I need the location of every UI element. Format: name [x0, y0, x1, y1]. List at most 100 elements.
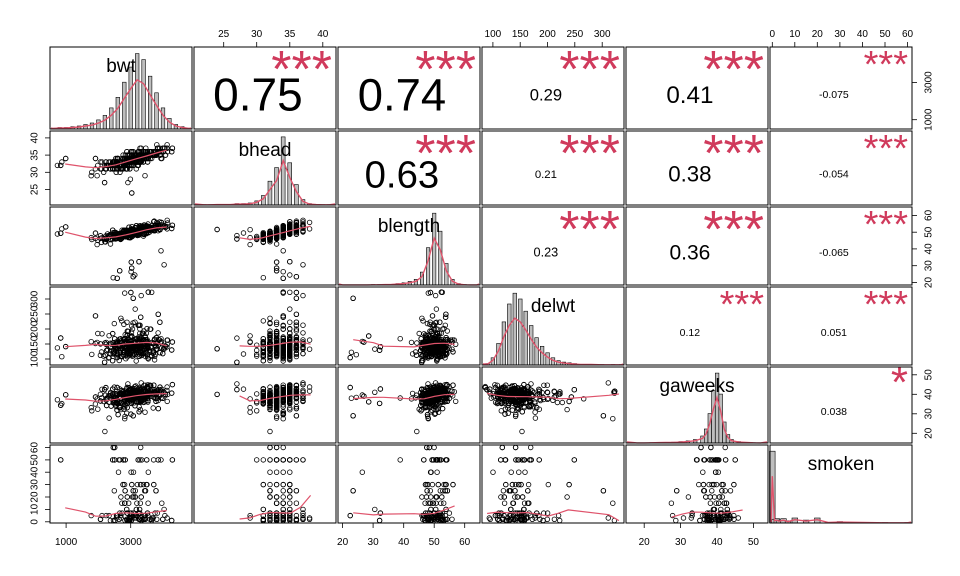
point-822	[169, 222, 176, 228]
panel-border-r1-c2	[337, 130, 481, 206]
panel-r0-c4: 0.41***	[625, 41, 769, 130]
point-882	[158, 219, 165, 226]
point-898	[260, 231, 266, 237]
panel-r0-c3: 0.29***	[481, 41, 625, 130]
point-18	[610, 416, 616, 422]
point-662	[62, 155, 69, 162]
point-90	[150, 405, 156, 411]
panel-r2-c3: 0.23 ***	[481, 201, 625, 286]
point-94	[111, 320, 117, 327]
panel-r2-c0	[49, 206, 193, 286]
point-780	[128, 259, 134, 265]
point-784	[429, 313, 436, 319]
panel-r3-c4: 0.12***	[625, 284, 769, 366]
point-472	[414, 340, 420, 346]
significance-stars-bwt-bhead: ***	[271, 41, 332, 99]
hist-bar-bhead-13	[287, 162, 292, 206]
point-548	[300, 322, 306, 328]
panel-border-r2-c5	[769, 206, 913, 286]
point-872	[124, 227, 130, 233]
point-428	[559, 399, 565, 406]
point-396	[99, 159, 105, 165]
point-454	[306, 219, 313, 226]
point-820	[168, 148, 175, 155]
correlation-value-bwt-bhead: 0.75	[213, 69, 303, 121]
point-54	[97, 352, 104, 358]
point-470	[89, 169, 95, 175]
point-796	[377, 386, 384, 392]
point-774	[293, 295, 300, 301]
panel-r2-c4: 0.36***	[625, 201, 769, 286]
panel-r0-c0: bwt	[49, 46, 193, 130]
point-896	[214, 226, 220, 233]
point-100	[142, 409, 148, 415]
significance-stars-bhead-delwt: ***	[559, 125, 620, 183]
point-590	[300, 228, 306, 235]
significance-stars-bhead-smoken: ***	[864, 128, 909, 170]
point-620	[287, 319, 293, 325]
point-872	[124, 148, 130, 155]
point-100	[247, 409, 253, 415]
point-20	[155, 330, 161, 336]
panel-r2-c1	[193, 206, 337, 286]
significance-stars-gaweeks-smoken: *	[891, 358, 908, 407]
point-880	[115, 411, 121, 418]
point-104	[88, 339, 94, 345]
panel-border-r1-c3	[481, 130, 625, 206]
panel-r0-c5: -0.075***	[769, 44, 913, 130]
point-866	[442, 314, 449, 320]
point-94	[554, 399, 561, 406]
hist-bar-delwt-8	[529, 325, 534, 366]
point-42	[118, 494, 124, 500]
point-472	[267, 428, 273, 435]
point-502	[273, 241, 280, 247]
point-774	[350, 295, 356, 301]
point-18	[121, 290, 128, 296]
point-864	[234, 236, 240, 242]
panel-border-r3-c2	[337, 286, 481, 366]
point-36	[115, 469, 122, 475]
point-34	[353, 352, 359, 358]
point-100	[247, 226, 253, 233]
point-70	[164, 217, 170, 223]
point-12	[348, 395, 355, 401]
panel-r5-c0	[49, 444, 193, 524]
hist-bar-bwt-10	[115, 97, 120, 130]
hist-bar-bwt-14	[141, 59, 146, 130]
point-832	[273, 227, 280, 233]
point-796	[287, 259, 293, 265]
correlation-value-bwt-smoken: -0.075	[819, 89, 849, 101]
panel-r4-c5: 0.038*	[769, 358, 913, 444]
point-816	[293, 231, 300, 237]
point-492	[240, 351, 247, 357]
point-502	[107, 241, 114, 247]
point-668	[144, 159, 151, 165]
density-line-gaweeks	[626, 394, 768, 444]
point-446	[161, 262, 167, 268]
point-454	[449, 346, 455, 352]
point-472	[102, 428, 108, 435]
scatter-points-blength-gaweeks	[347, 380, 459, 435]
point-516	[128, 269, 134, 275]
panel-r3-c2	[337, 286, 481, 366]
hist-bar-delwt-4	[507, 303, 512, 366]
point-798	[132, 152, 138, 158]
panel-r3-c5: 0.051***	[769, 284, 913, 366]
point-864	[101, 359, 108, 365]
point-474	[111, 488, 117, 494]
significance-stars-delwt-smoken: ***	[864, 284, 909, 326]
variable-label-blength: blength	[378, 216, 440, 237]
point-686	[114, 275, 120, 281]
scatter-points-bhead-smoken	[247, 444, 313, 524]
point-866	[137, 314, 144, 320]
point-782	[571, 387, 577, 393]
point-2	[54, 162, 61, 169]
hist-bar-bwt-16	[154, 92, 159, 130]
point-820	[168, 225, 175, 232]
point-750	[300, 350, 306, 357]
point-796	[136, 259, 142, 265]
point-12	[110, 275, 116, 281]
point-896	[214, 346, 220, 352]
point-858	[108, 403, 114, 409]
point-746	[519, 409, 525, 415]
